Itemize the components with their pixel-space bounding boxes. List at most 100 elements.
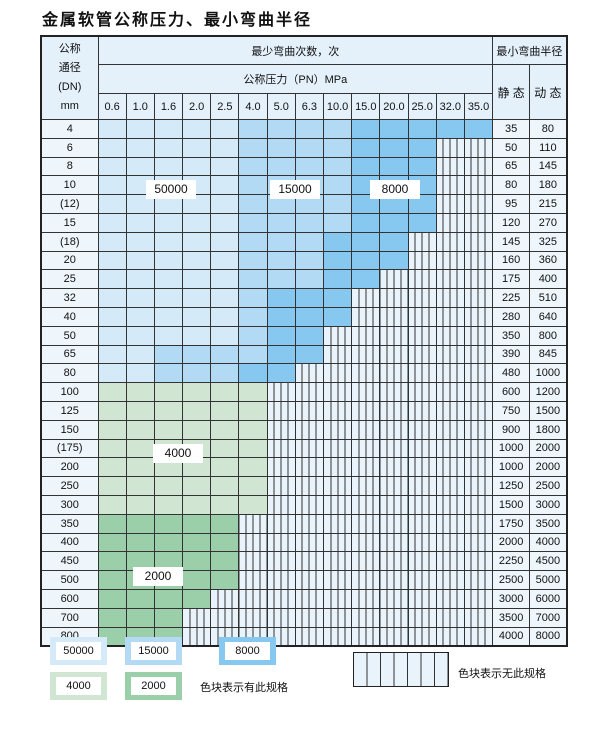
spec-cell bbox=[182, 532, 212, 553]
static-radius-cell: 65 bbox=[492, 156, 531, 177]
dn-cell: 125 bbox=[40, 400, 99, 421]
pressure-col-header: 2.0 bbox=[182, 93, 212, 120]
no-spec-cell bbox=[379, 382, 409, 402]
no-spec-cell bbox=[435, 306, 465, 327]
no-spec-cell bbox=[238, 513, 268, 534]
spec-cell bbox=[210, 306, 240, 327]
no-spec-cell bbox=[463, 551, 494, 572]
no-spec-cell bbox=[435, 269, 465, 290]
no-spec-cell bbox=[351, 438, 381, 459]
spec-cell bbox=[210, 400, 240, 421]
legend-label: 4000 bbox=[56, 677, 101, 695]
static-radius-cell: 3000 bbox=[492, 588, 531, 609]
table-row: 50 350 800 bbox=[40, 325, 568, 346]
table-row: 65 390 845 bbox=[40, 344, 568, 365]
no-spec-cell bbox=[238, 532, 268, 553]
no-spec-cell bbox=[238, 588, 268, 609]
no-spec-cell bbox=[266, 400, 296, 421]
spec-cell bbox=[294, 137, 325, 158]
no-spec-cell bbox=[435, 382, 465, 402]
no-spec-cell bbox=[322, 400, 353, 421]
dynamic-radius-cell: 3000 bbox=[529, 494, 568, 515]
no-spec-cell bbox=[266, 476, 296, 496]
table-row: 700 3500 7000 bbox=[40, 607, 568, 628]
dn-cell: (175) bbox=[40, 438, 99, 459]
pressure-col-header: 20.0 bbox=[379, 93, 409, 120]
no-spec-cell bbox=[435, 363, 465, 384]
no-spec-cell bbox=[407, 306, 437, 327]
no-spec-cell bbox=[294, 419, 325, 440]
dynamic-radius-cell: 360 bbox=[529, 250, 568, 271]
pressure-col-header: 5.0 bbox=[266, 93, 296, 120]
no-spec-cell bbox=[294, 382, 325, 402]
static-radius-cell: 120 bbox=[492, 212, 531, 233]
no-spec-cell bbox=[322, 457, 353, 478]
spec-cell bbox=[210, 419, 240, 440]
spec-cell bbox=[379, 156, 409, 177]
spec-cell bbox=[182, 119, 212, 139]
region-label-50000: 50000 bbox=[146, 180, 196, 199]
dynamic-radius-cell: 800 bbox=[529, 325, 568, 346]
spec-cell bbox=[125, 137, 155, 158]
no-spec-cell bbox=[435, 325, 465, 346]
static-radius-cell: 3500 bbox=[492, 607, 531, 628]
spec-cell bbox=[153, 551, 184, 572]
legend-has-spec-text: 色块表示有此规格 bbox=[200, 682, 288, 694]
spec-cell bbox=[238, 382, 268, 402]
dn-cell: 20 bbox=[40, 250, 99, 271]
spec-cell bbox=[125, 438, 155, 459]
region-label-2000: 2000 bbox=[133, 567, 183, 586]
spec-cell bbox=[97, 212, 127, 233]
spec-cell bbox=[153, 156, 184, 177]
dn-cell: 65 bbox=[40, 344, 99, 365]
spec-cell bbox=[97, 419, 127, 440]
spec-cell bbox=[182, 513, 212, 534]
dn-cell: (18) bbox=[40, 231, 99, 252]
spec-cell bbox=[97, 438, 127, 459]
pressure-col-header: 1.6 bbox=[153, 93, 184, 120]
spec-cell bbox=[266, 344, 296, 365]
no-spec-cell bbox=[407, 551, 437, 572]
spec-cell bbox=[407, 156, 437, 177]
no-spec-cell bbox=[435, 137, 465, 158]
dn-cell: 4 bbox=[40, 119, 99, 139]
spec-cell bbox=[238, 175, 268, 196]
spec-cell bbox=[322, 194, 353, 214]
no-spec-cell bbox=[351, 457, 381, 478]
pressure-col-header: 4.0 bbox=[238, 93, 268, 120]
spec-cell bbox=[238, 137, 268, 158]
spec-cell bbox=[322, 306, 353, 327]
dynamic-radius-cell: 2000 bbox=[529, 457, 568, 478]
no-spec-cell bbox=[435, 212, 465, 233]
spec-cell bbox=[238, 363, 268, 384]
spec-cell bbox=[322, 288, 353, 308]
spec-cell bbox=[210, 212, 240, 233]
spec-cell bbox=[210, 137, 240, 158]
static-radius-cell: 50 bbox=[492, 137, 531, 158]
spec-cell bbox=[182, 344, 212, 365]
spec-cell bbox=[182, 382, 212, 402]
spec-cell bbox=[153, 344, 184, 365]
spec-cell bbox=[182, 476, 212, 496]
no-spec-cell bbox=[294, 626, 325, 647]
no-spec-cell bbox=[294, 588, 325, 609]
no-spec-cell bbox=[463, 194, 494, 214]
spec-cell bbox=[125, 607, 155, 628]
spec-cell bbox=[210, 156, 240, 177]
no-spec-cell bbox=[379, 325, 409, 346]
spec-cell bbox=[182, 588, 212, 609]
spec-cell bbox=[125, 494, 155, 515]
dynamic-header: 动 态 bbox=[529, 64, 568, 120]
spec-cell bbox=[182, 419, 212, 440]
table-row: 8 65 145 bbox=[40, 156, 568, 177]
region-label-4000: 4000 bbox=[153, 444, 203, 463]
static-radius-cell: 600 bbox=[492, 382, 531, 402]
spec-cell bbox=[294, 231, 325, 252]
spec-cell bbox=[238, 231, 268, 252]
no-spec-cell bbox=[238, 570, 268, 590]
no-spec-cell bbox=[407, 344, 437, 365]
no-spec-cell bbox=[463, 325, 494, 346]
no-spec-cell bbox=[463, 438, 494, 459]
spec-cell bbox=[153, 119, 184, 139]
spec-cell bbox=[266, 363, 296, 384]
